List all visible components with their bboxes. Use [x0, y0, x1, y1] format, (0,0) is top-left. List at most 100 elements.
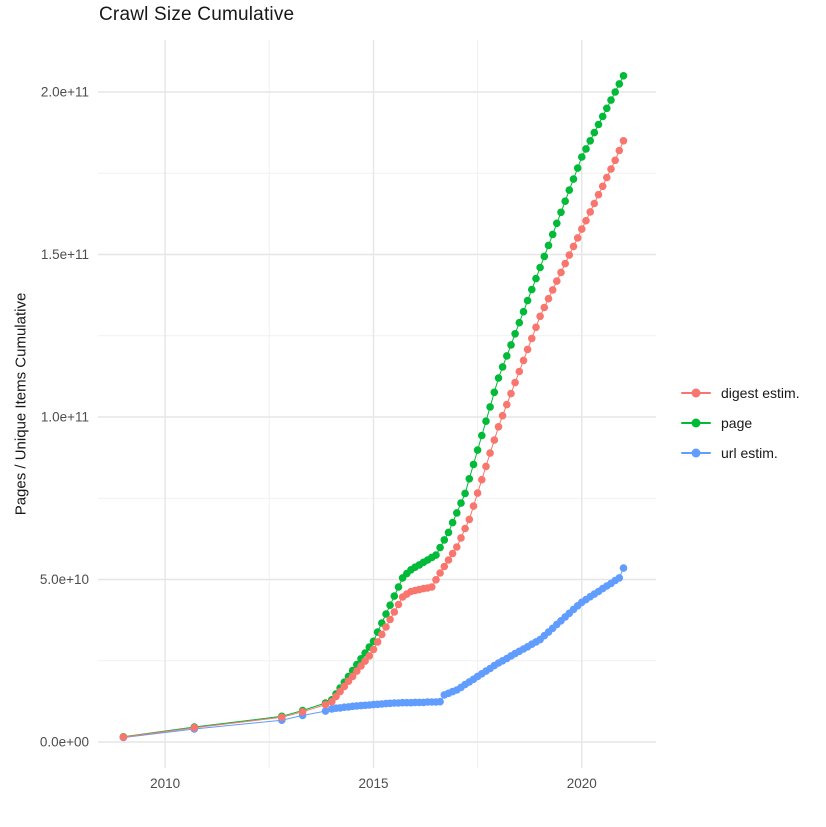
data-point-digest-estim	[390, 608, 399, 616]
data-point-digest-estim	[561, 259, 569, 268]
data-point-page	[607, 96, 615, 104]
data-point-digest-estim	[548, 286, 557, 294]
data-point-digest-estim	[353, 667, 361, 675]
data-point-digest-estim	[540, 303, 549, 312]
data-point-digest-estim	[444, 556, 453, 564]
data-point-digest-estim	[473, 489, 482, 497]
data-point-page	[544, 241, 553, 250]
data-point-url-estim	[321, 707, 330, 715]
data-point-page	[573, 164, 582, 172]
data-point-page	[515, 318, 524, 327]
data-point-digest-estim	[528, 334, 536, 343]
data-point-digest-estim	[498, 411, 507, 420]
data-point-page	[536, 263, 544, 272]
data-point-digest-estim	[461, 524, 469, 533]
data-point-page	[540, 252, 549, 261]
data-point-page	[461, 489, 469, 498]
data-point-page	[394, 583, 403, 591]
data-point-digest-estim	[436, 569, 444, 577]
data-point-digest-estim	[544, 294, 553, 303]
data-point-page	[448, 518, 457, 527]
data-point-digest-estim	[615, 146, 624, 155]
data-point-digest-estim	[119, 733, 128, 741]
data-point-digest-estim	[478, 475, 486, 484]
data-point-page	[453, 509, 461, 517]
data-point-digest-estim	[448, 549, 457, 558]
x-tick-label: 2010	[150, 776, 180, 791]
data-point-digest-estim	[340, 682, 349, 691]
data-point-digest-estim	[190, 723, 199, 732]
legend-label-digest-estim: digest estim.	[721, 385, 800, 401]
data-point-page	[561, 197, 569, 205]
data-point-digest-estim	[569, 242, 578, 251]
data-point-digest-estim	[607, 165, 615, 173]
x-tick-label: 2020	[567, 776, 597, 791]
y-tick-label: 1.5e+11	[41, 247, 89, 262]
data-point-digest-estim	[490, 436, 499, 444]
data-point-page	[507, 341, 515, 349]
legend-label-url-estim: url estim.	[721, 445, 778, 461]
data-point-digest-estim	[590, 199, 599, 208]
data-point-page	[494, 374, 503, 382]
data-point-page	[511, 330, 519, 338]
data-point-digest-estim	[578, 225, 586, 233]
legend: digest estim. page url estim.	[681, 378, 800, 468]
data-point-digest-estim	[557, 268, 565, 277]
data-point-digest-estim	[336, 687, 344, 696]
data-point-digest-estim	[594, 190, 603, 199]
data-point-page	[386, 601, 394, 609]
data-point-page	[444, 528, 453, 537]
data-point-url-estim	[436, 697, 444, 706]
data-point-digest-estim	[519, 356, 528, 365]
data-point-digest-estim	[440, 562, 449, 571]
data-point-digest-estim	[603, 173, 611, 182]
data-point-page	[490, 388, 499, 397]
data-point-page	[486, 403, 494, 411]
data-point-page	[498, 363, 507, 371]
data-point-page	[503, 352, 511, 360]
legend-key-digest-estim-icon	[681, 386, 711, 400]
data-point-page	[619, 72, 628, 80]
data-point-digest-estim	[278, 713, 286, 722]
y-tick-label: 1.0e+11	[41, 410, 89, 425]
data-point-digest-estim	[469, 502, 478, 510]
data-point-digest-estim	[586, 208, 594, 216]
data-point-digest-estim	[511, 378, 519, 387]
data-point-digest-estim	[328, 697, 336, 706]
data-point-page	[557, 208, 565, 217]
data-point-digest-estim	[565, 251, 574, 259]
legend-label-page: page	[721, 415, 753, 431]
y-axis-title: Pages / Unique Items Cumulative	[12, 292, 30, 516]
data-point-digest-estim	[536, 312, 544, 321]
x-tick-label: 2015	[358, 776, 388, 791]
data-point-page	[582, 145, 590, 153]
data-point-digest-estim	[598, 182, 607, 191]
data-point-digest-estim	[573, 234, 582, 242]
data-point-digest-estim	[432, 576, 440, 584]
data-point-page	[548, 230, 557, 239]
data-point-digest-estim	[348, 672, 357, 681]
y-tick-label: 5.0e+10	[40, 572, 89, 587]
data-point-digest-estim	[619, 137, 628, 145]
data-point-page	[565, 186, 574, 194]
data-point-page	[615, 80, 624, 88]
data-point-page	[578, 153, 586, 161]
data-point-digest-estim	[298, 708, 307, 716]
data-point-page	[528, 285, 536, 294]
data-point-digest-estim	[365, 652, 374, 660]
data-point-page	[473, 446, 482, 454]
data-point-page	[569, 175, 578, 183]
y-tick-label: 0.0e+00	[40, 735, 89, 750]
data-point-digest-estim	[611, 156, 619, 165]
data-point-digest-estim	[523, 345, 532, 354]
data-point-page	[465, 475, 474, 483]
data-point-page	[523, 296, 532, 305]
data-point-digest-estim	[361, 657, 369, 665]
data-point-page	[519, 307, 528, 316]
data-point-digest-estim	[378, 630, 386, 639]
data-point-page	[440, 536, 449, 544]
data-point-page	[594, 120, 603, 129]
data-point-digest-estim	[369, 645, 378, 654]
data-point-digest-estim	[507, 389, 515, 398]
data-point-page	[478, 431, 486, 440]
